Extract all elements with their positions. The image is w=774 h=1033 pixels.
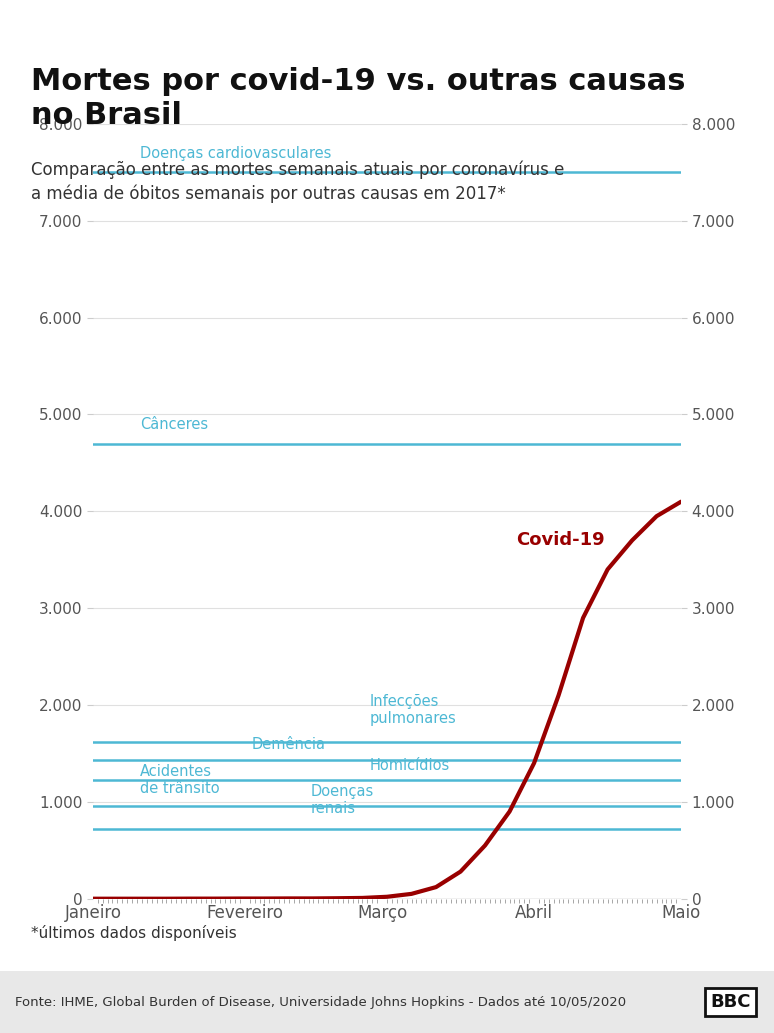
Text: Doenças
renais: Doenças renais — [310, 784, 374, 816]
Text: BBC: BBC — [711, 993, 751, 1011]
Text: Comparação entre as mortes semanais atuais por coronavírus e
a média de óbitos s: Comparação entre as mortes semanais atua… — [31, 160, 564, 202]
Text: Covid-19: Covid-19 — [516, 531, 605, 550]
Text: Fonte: IHME, Global Burden of Disease, Universidade Johns Hopkins - Dados até 10: Fonte: IHME, Global Burden of Disease, U… — [15, 996, 627, 1008]
Text: Acidentes
de trânsito: Acidentes de trânsito — [140, 763, 220, 796]
Text: Mortes por covid-19 vs. outras causas
no Brasil: Mortes por covid-19 vs. outras causas no… — [31, 67, 686, 130]
Text: Doenças cardiovasculares: Doenças cardiovasculares — [140, 146, 331, 161]
Text: Demência: Demência — [252, 738, 326, 752]
Text: *últimos dados disponíveis: *últimos dados disponíveis — [31, 925, 237, 940]
Text: Cânceres: Cânceres — [140, 417, 208, 432]
Text: Infecções
pulmonares: Infecções pulmonares — [369, 694, 456, 726]
Text: Homicídios: Homicídios — [369, 758, 450, 773]
